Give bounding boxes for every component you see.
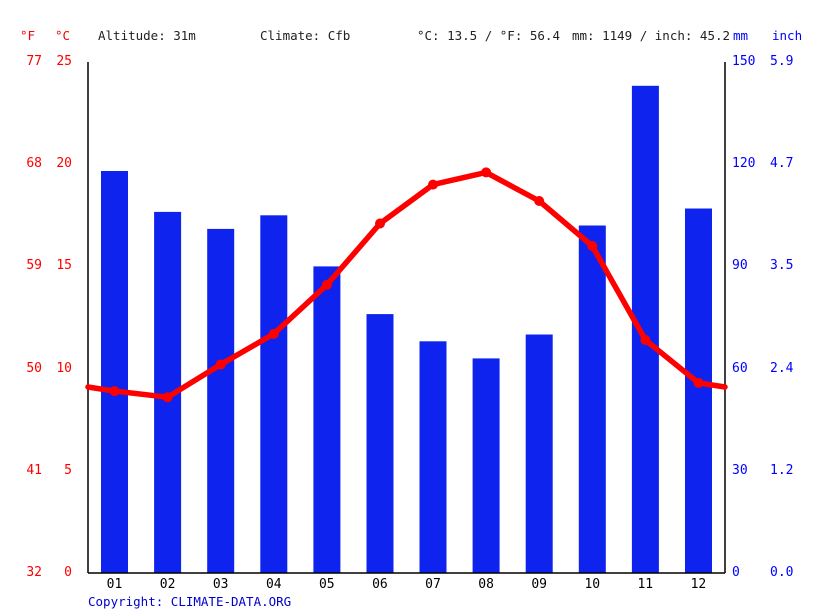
temp-marker-08: [481, 167, 492, 178]
tick-f-68: 68: [26, 156, 42, 172]
temp-marker-07: [428, 179, 438, 190]
tick-inch-0.0: 0.0: [770, 565, 794, 580]
temp-marker-09: [534, 196, 545, 206]
tick-mm-150: 150: [732, 54, 756, 69]
tick-c-5: 5: [64, 462, 72, 478]
copyright-label: Copyright:: [88, 594, 164, 609]
celsius-axis-title: °C: [55, 28, 71, 43]
precip-bar-03: [207, 228, 235, 573]
month-label-06: 06: [372, 577, 388, 592]
month-label-09: 09: [531, 577, 548, 592]
temp-marker-03: [215, 359, 226, 370]
temp-marker-10: [587, 241, 598, 251]
tick-c-15: 15: [56, 258, 72, 274]
tick-mm-90: 90: [732, 258, 748, 274]
temp-marker-01: [109, 386, 120, 397]
month-label-12: 12: [690, 577, 707, 592]
precip-bar-06: [366, 314, 394, 573]
month-label-11: 11: [637, 577, 654, 592]
temp-marker-12: [693, 377, 704, 388]
month-label-10: 10: [584, 577, 601, 592]
month-label-01: 01: [106, 577, 123, 592]
temp-marker-05: [321, 279, 332, 290]
precip-bar-04: [260, 215, 288, 574]
month-label-05: 05: [318, 577, 335, 592]
month-label-07: 07: [425, 577, 441, 592]
month-label-02: 02: [159, 577, 176, 592]
tick-inch-3.5: 3.5: [770, 258, 794, 274]
temp-marker-06: [375, 218, 385, 229]
tick-f-50: 50: [26, 360, 42, 376]
copyright: Copyright: CLIMATE-DATA.ORG: [88, 594, 291, 609]
tick-f-59: 59: [26, 258, 42, 274]
temp-marker-04: [268, 328, 279, 339]
fahrenheit-axis-title: °F: [20, 28, 36, 43]
tick-c-20: 20: [56, 156, 72, 172]
temperature-line: [85, 169, 728, 400]
precip-bar-11: [631, 85, 659, 574]
tick-mm-60: 60: [732, 360, 748, 376]
month-label-03: 03: [212, 577, 229, 592]
tick-f-77: 77: [26, 54, 42, 69]
altitude-label: Altitude: 31m: [98, 28, 196, 43]
temp-marker-02: [162, 392, 173, 403]
tick-mm-0: 0: [732, 565, 740, 580]
precip-bar-08: [472, 358, 500, 573]
month-label-08: 08: [478, 577, 494, 592]
precip-bar-09: [525, 334, 553, 573]
mean-temperature-label: °C: 13.5 / °F: 56.4: [417, 28, 560, 43]
mm-axis-title: mm: [733, 28, 749, 43]
tick-inch-4.7: 4.7: [770, 156, 794, 172]
copyright-link[interactable]: CLIMATE-DATA.ORG: [170, 594, 292, 609]
climate-class-label: Climate: Cfb: [260, 28, 351, 43]
month-label-04: 04: [265, 577, 282, 592]
tick-inch-2.4: 2.4: [770, 360, 794, 376]
tick-inch-1.2: 1.2: [770, 462, 794, 478]
tick-c-0: 0: [64, 565, 72, 580]
precip-bar-12: [685, 208, 712, 573]
precip-bar-10: [578, 225, 606, 573]
tick-f-41: 41: [26, 462, 42, 478]
inch-axis-title: inch: [772, 28, 803, 43]
temp-marker-11: [640, 335, 651, 345]
tick-mm-30: 30: [732, 462, 748, 478]
tick-inch-5.9: 5.9: [770, 54, 794, 69]
total-precipitation-label: mm: 1149 / inch: 45.2: [572, 28, 731, 43]
tick-c-10: 10: [56, 360, 72, 376]
precip-bar-07: [419, 341, 447, 573]
tick-mm-120: 120: [732, 156, 756, 172]
precip-bar-05: [313, 266, 341, 573]
tick-c-25: 25: [56, 54, 72, 69]
tick-f-32: 32: [26, 565, 42, 580]
precip-bar-01: [101, 171, 128, 573]
